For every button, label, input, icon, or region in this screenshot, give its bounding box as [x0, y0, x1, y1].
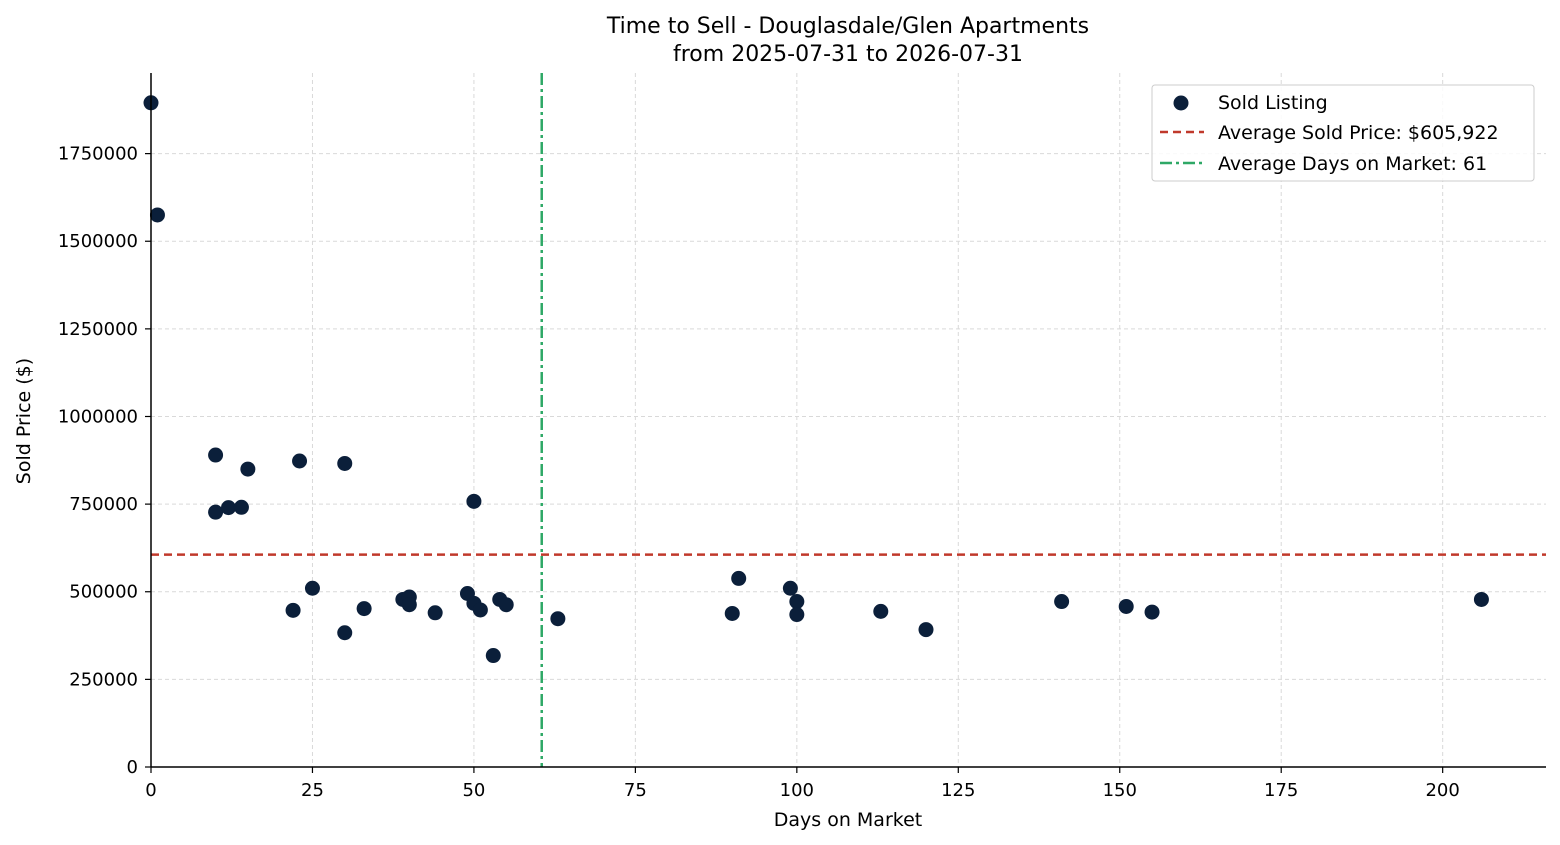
chart-subtitle: from 2025-07-31 to 2026-07-31: [673, 42, 1023, 67]
chart-title: Time to Sell - Douglasdale/Glen Apartmen…: [606, 14, 1089, 39]
data-points: [143, 95, 1489, 664]
legend-label-avg-price: Average Sold Price: $605,922: [1218, 122, 1499, 144]
legend: Sold Listing Average Sold Price: $605,92…: [1151, 84, 1535, 182]
data-point: [149, 207, 165, 223]
y-tick-label: 0: [127, 757, 138, 778]
data-point: [221, 500, 236, 516]
legend-marker-sold-listing: [1173, 95, 1189, 111]
data-point: [337, 625, 353, 641]
y-tick-label: 1250000: [58, 319, 138, 340]
y-tick-label: 1000000: [58, 406, 138, 427]
y-tick-label: 750000: [69, 494, 138, 515]
data-point: [724, 605, 740, 621]
x-tick-label: 25: [301, 780, 324, 801]
axes: [150, 73, 1546, 768]
data-point: [918, 622, 934, 638]
x-tick-label: 200: [1425, 780, 1459, 801]
x-tick-label: 175: [1264, 780, 1298, 801]
data-point: [789, 607, 805, 623]
data-point: [356, 601, 372, 617]
y-tick-label: 250000: [69, 669, 138, 690]
data-point: [472, 602, 488, 618]
y-tick-label: 1750000: [58, 144, 138, 165]
x-tick-label: 100: [780, 780, 814, 801]
data-point: [304, 580, 320, 596]
data-point: [208, 447, 224, 463]
data-point: [782, 580, 798, 596]
data-point: [233, 499, 249, 515]
data-point: [485, 648, 501, 664]
x-tick-label: 150: [1103, 780, 1137, 801]
data-point: [731, 570, 747, 586]
data-point: [550, 611, 566, 627]
x-axis-label: Days on Market: [774, 809, 922, 831]
x-tick-label: 50: [462, 780, 485, 801]
data-point: [789, 594, 805, 610]
data-point: [208, 504, 224, 520]
data-point: [1118, 598, 1134, 614]
data-point: [1054, 594, 1070, 610]
data-point: [240, 461, 256, 477]
data-point: [401, 597, 417, 613]
data-point: [337, 455, 353, 471]
x-tick-label: 125: [941, 780, 975, 801]
legend-label-avg-days: Average Days on Market: 61: [1218, 153, 1487, 175]
data-point: [1144, 604, 1160, 620]
data-point: [1473, 591, 1489, 607]
y-tick-label: 500000: [69, 582, 138, 603]
y-tick-label: 1500000: [58, 231, 138, 252]
legend-label-sold-listing: Sold Listing: [1218, 92, 1328, 114]
data-point: [292, 453, 308, 469]
x-tick-label: 75: [624, 780, 647, 801]
x-tick-label: 0: [145, 780, 156, 801]
legend-box: [1151, 84, 1535, 182]
data-point: [466, 493, 482, 509]
data-point: [873, 603, 889, 619]
data-point: [498, 597, 514, 613]
reference-lines: [151, 73, 1546, 767]
data-point: [285, 602, 301, 618]
data-point: [427, 605, 443, 621]
y-axis-label: Sold Price ($): [13, 358, 35, 484]
tick-labels: 0 25 50 75 100 125 150 175 200 0 250000 500000 75000…: [58, 144, 1460, 801]
